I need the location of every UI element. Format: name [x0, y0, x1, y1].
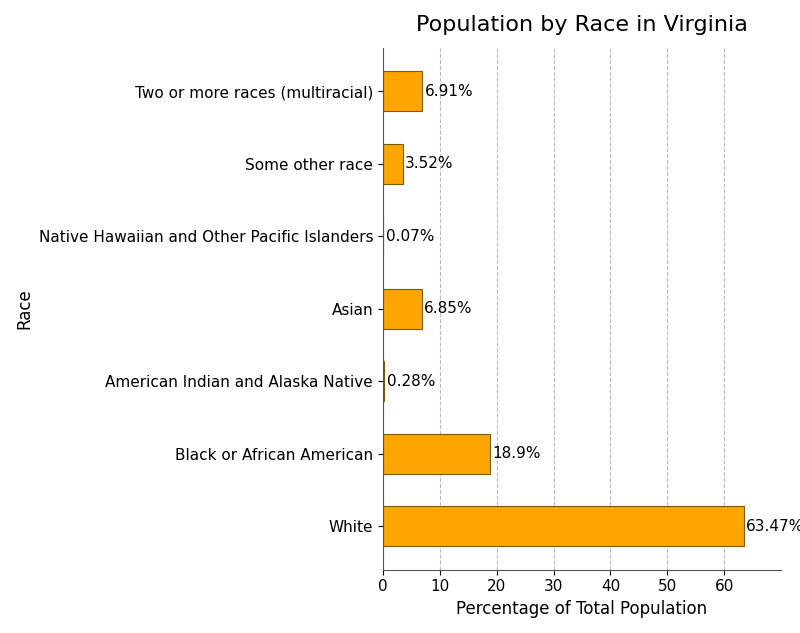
Bar — [383, 72, 422, 111]
Text: 6.91%: 6.91% — [425, 84, 473, 99]
Bar — [383, 144, 403, 184]
Bar — [383, 506, 744, 546]
Title: Population by Race in Virginia: Population by Race in Virginia — [416, 15, 748, 35]
Bar — [383, 361, 385, 401]
Text: 0.07%: 0.07% — [386, 229, 434, 244]
Text: 63.47%: 63.47% — [746, 518, 800, 534]
X-axis label: Percentage of Total Population: Percentage of Total Population — [457, 600, 707, 618]
Bar — [383, 289, 422, 329]
Text: 6.85%: 6.85% — [424, 301, 473, 316]
Y-axis label: Race: Race — [15, 288, 33, 329]
Text: 0.28%: 0.28% — [386, 373, 435, 389]
Bar — [383, 434, 490, 473]
Text: 18.9%: 18.9% — [493, 446, 541, 461]
Text: 3.52%: 3.52% — [405, 156, 454, 172]
